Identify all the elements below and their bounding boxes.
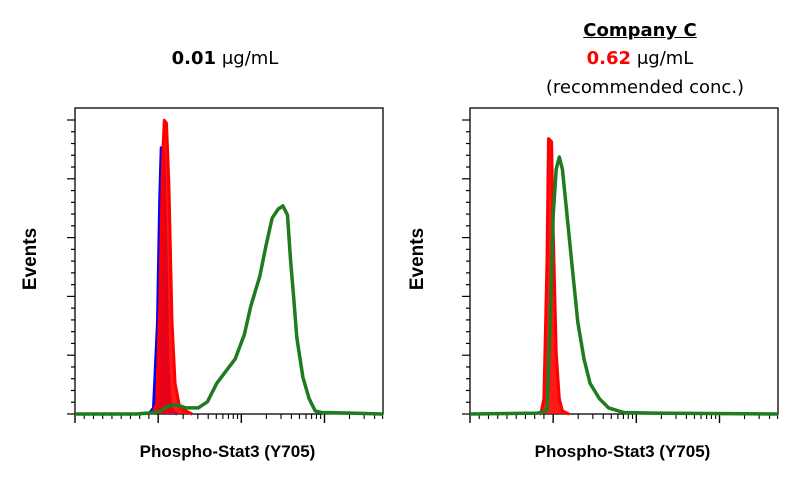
histogram-series-1 [469, 155, 779, 416]
left-panel-title: 0.01 μg/mL [95, 48, 355, 69]
right-histogram-plot [462, 107, 779, 423]
left-x-axis-label: Phospho-Stat3 (Y705) [139, 442, 316, 461]
right-x-axis-label: Phospho-Stat3 (Y705) [534, 442, 711, 461]
histogram-series-1 [150, 118, 194, 416]
left-y-axis-label: Events [20, 227, 41, 291]
plot-frame [469, 107, 779, 415]
histogram-series-2 [75, 204, 384, 416]
left-title-value: 0.01 [171, 48, 217, 69]
left-histogram-plot [67, 107, 384, 423]
right-panel-title: 0.62 μg/mL [510, 48, 770, 69]
left-title-unit: μg/mL [221, 48, 279, 69]
right-title-value: 0.62 [586, 48, 632, 69]
right-recommended-note: (recommended conc.) [545, 77, 745, 98]
right-title-unit: μg/mL [636, 48, 694, 69]
right-company-label: Company C [583, 20, 697, 41]
right-y-axis-label: Events [407, 227, 428, 291]
